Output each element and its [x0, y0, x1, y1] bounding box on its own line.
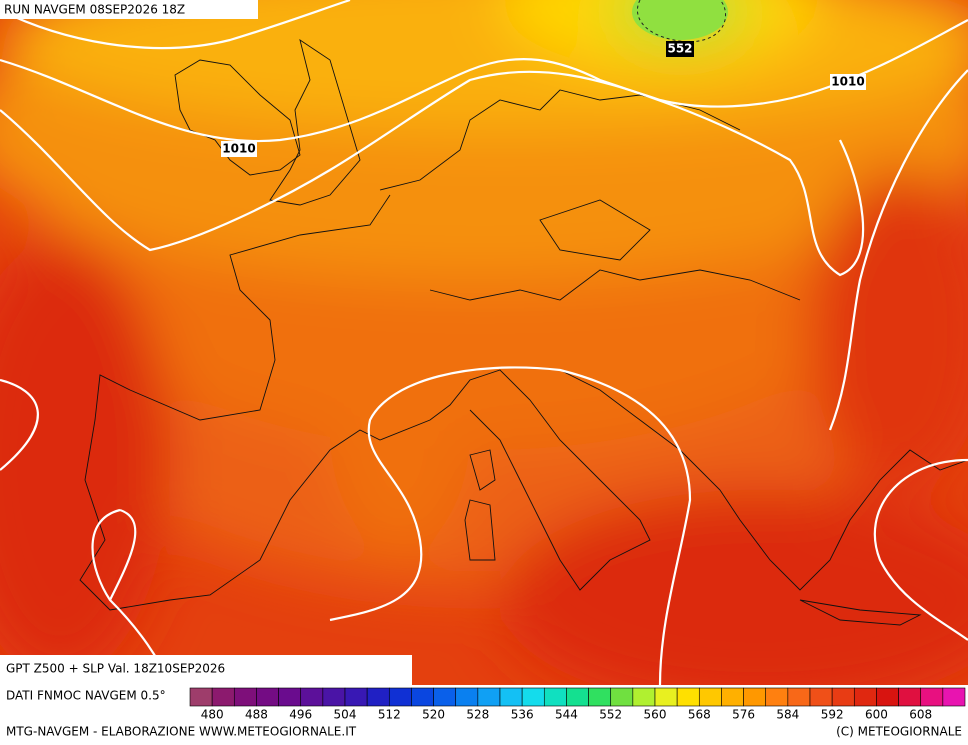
- colorbar-label: 592: [821, 708, 844, 722]
- color-swatch: [765, 687, 789, 707]
- color-swatch: [543, 687, 567, 707]
- contour-label-box: [221, 141, 257, 157]
- colorbar-label: 560: [644, 708, 667, 722]
- contour-label-box: [666, 41, 694, 57]
- contour-label: 552: [667, 42, 692, 56]
- caption-title: GPT Z500 + SLP Val. 18Z10SEP2026: [6, 662, 225, 676]
- map-area: [0, 0, 968, 685]
- colorbar-label: 544: [555, 708, 578, 722]
- footer-right: (C) METEOGIORNALE: [836, 725, 962, 739]
- color-swatch: [676, 687, 700, 707]
- color-swatch: [278, 687, 302, 707]
- colorbar-label: 504: [334, 708, 357, 722]
- color-swatch: [300, 687, 324, 707]
- contour-label: 1010: [831, 75, 864, 89]
- color-swatch: [566, 687, 589, 707]
- color-swatch: [189, 687, 213, 707]
- color-swatch: [632, 687, 656, 707]
- color-swatch: [853, 687, 877, 707]
- colorbar-label: 480: [201, 708, 224, 722]
- color-swatch: [521, 687, 545, 707]
- color-swatch: [698, 687, 722, 707]
- color-swatch: [831, 687, 855, 707]
- color-swatch: [721, 687, 744, 707]
- color-swatch: [388, 687, 412, 707]
- low-center: [632, 0, 728, 40]
- color-swatch: [942, 687, 966, 707]
- color-swatch: [322, 687, 346, 707]
- color-swatch: [477, 687, 501, 707]
- contour-label: 1010: [222, 142, 255, 156]
- color-swatch: [610, 687, 634, 707]
- footer-left: MTG-NAVGEM - ELABORAZIONE WWW.METEOGIORN…: [6, 725, 357, 739]
- colorbar-label: 552: [599, 708, 622, 722]
- color-swatch: [455, 687, 479, 707]
- color-swatch: [411, 687, 434, 707]
- header-title: RUN NAVGEM 08SEP2026 18Z: [4, 3, 185, 17]
- contours: [0, 0, 968, 685]
- color-swatch: [499, 687, 523, 707]
- header-box: [0, 0, 258, 19]
- color-swatch: [344, 687, 368, 707]
- color-swatch: [809, 687, 833, 707]
- color-swatch: [787, 687, 811, 707]
- colorbar-label: 576: [732, 708, 755, 722]
- caption-box: [0, 655, 412, 685]
- colorbar-label: 584: [776, 708, 799, 722]
- color-swatch: [233, 687, 257, 707]
- height-field: [0, 0, 968, 685]
- color-swatch: [366, 687, 390, 707]
- color-swatch: [876, 687, 899, 707]
- color-swatch: [256, 687, 279, 707]
- contour-label-box: [830, 74, 866, 90]
- color-swatch: [433, 687, 457, 707]
- colorbar-label: 536: [511, 708, 534, 722]
- color-swatch: [588, 687, 612, 707]
- colorbar-label: 520: [422, 708, 445, 722]
- colorbar-label: 568: [688, 708, 711, 722]
- coastlines: [79, 38, 968, 626]
- colorbar: 480 488 496 504 512 520 528 536 544 552 560 568 576 5…: [189, 687, 966, 722]
- colorbar-label: 488: [245, 708, 268, 722]
- color-swatch: [211, 687, 235, 707]
- color-swatch: [898, 687, 922, 707]
- colorbar-label: 608: [909, 708, 932, 722]
- colorbar-label: 600: [865, 708, 888, 722]
- colorbar-label: 512: [378, 708, 401, 722]
- color-swatch: [920, 687, 944, 707]
- colorbar-label: 496: [289, 708, 312, 722]
- caption-source: DATI FNMOC NAVGEM 0.5°: [6, 689, 166, 703]
- colorbar-label: 528: [466, 708, 489, 722]
- color-swatch: [654, 687, 678, 707]
- color-swatch: [743, 687, 767, 707]
